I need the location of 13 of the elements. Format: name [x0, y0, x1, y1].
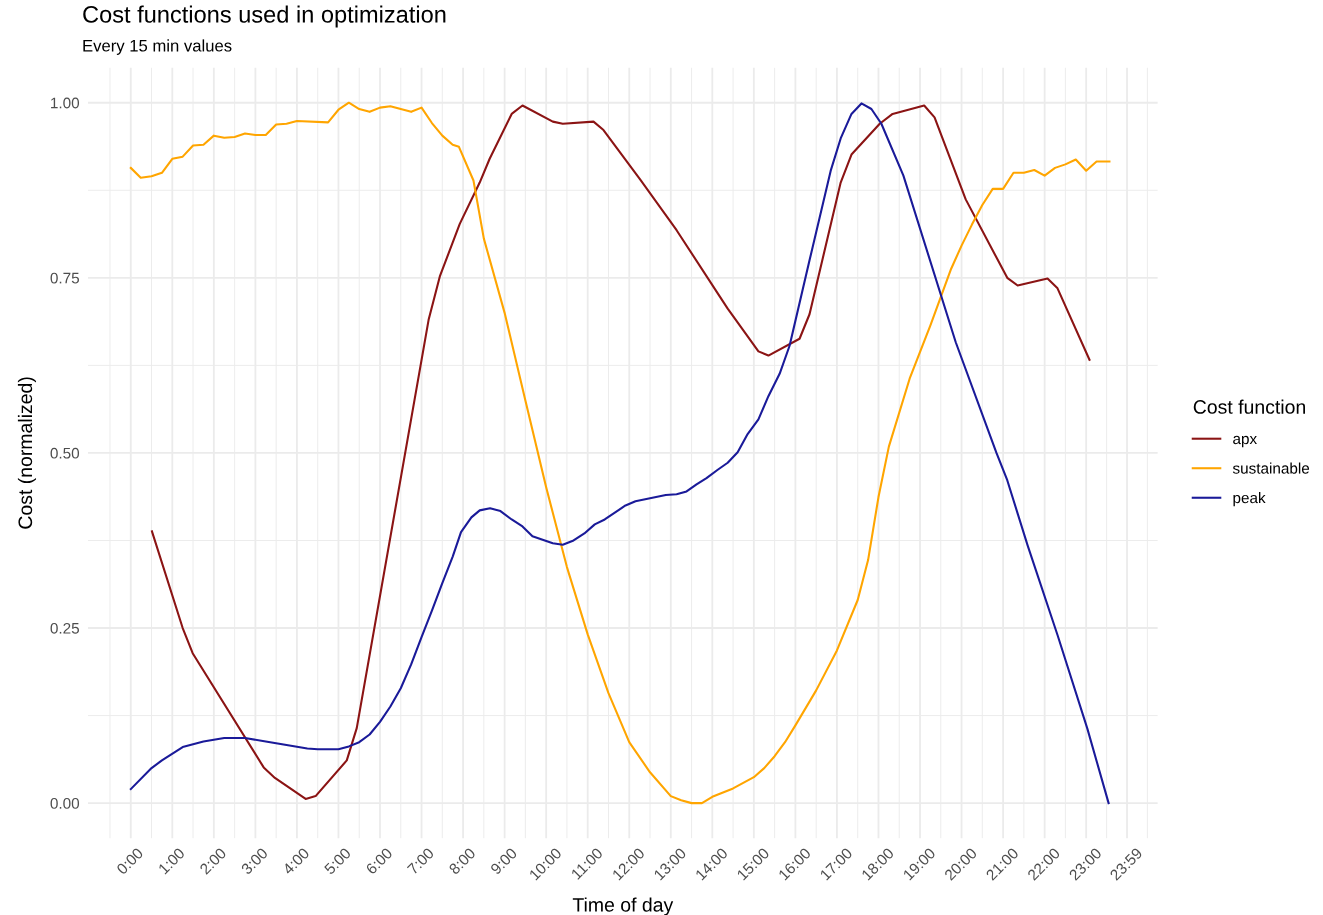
legend-label: sustainable: [1232, 462, 1310, 474]
y-axis-title: Cost (normalized): [17, 377, 37, 529]
legend-title: Cost function: [1193, 399, 1305, 414]
x-axis-title: Time of day: [572, 897, 674, 915]
y-tick-label: 0.25: [50, 622, 80, 634]
y-tick-label: 1.00: [51, 97, 80, 109]
legend-label: apx: [1233, 435, 1257, 448]
chart-title: Cost functions used in optimization: [83, 5, 446, 28]
legend-label: peak: [1233, 492, 1266, 507]
chart-subtitle: Every 15 min values: [83, 39, 232, 55]
y-tick-label: 0.00: [50, 797, 80, 809]
y-tick-label: 0.75: [50, 272, 80, 284]
y-tick-label: 0.50: [50, 447, 80, 459]
